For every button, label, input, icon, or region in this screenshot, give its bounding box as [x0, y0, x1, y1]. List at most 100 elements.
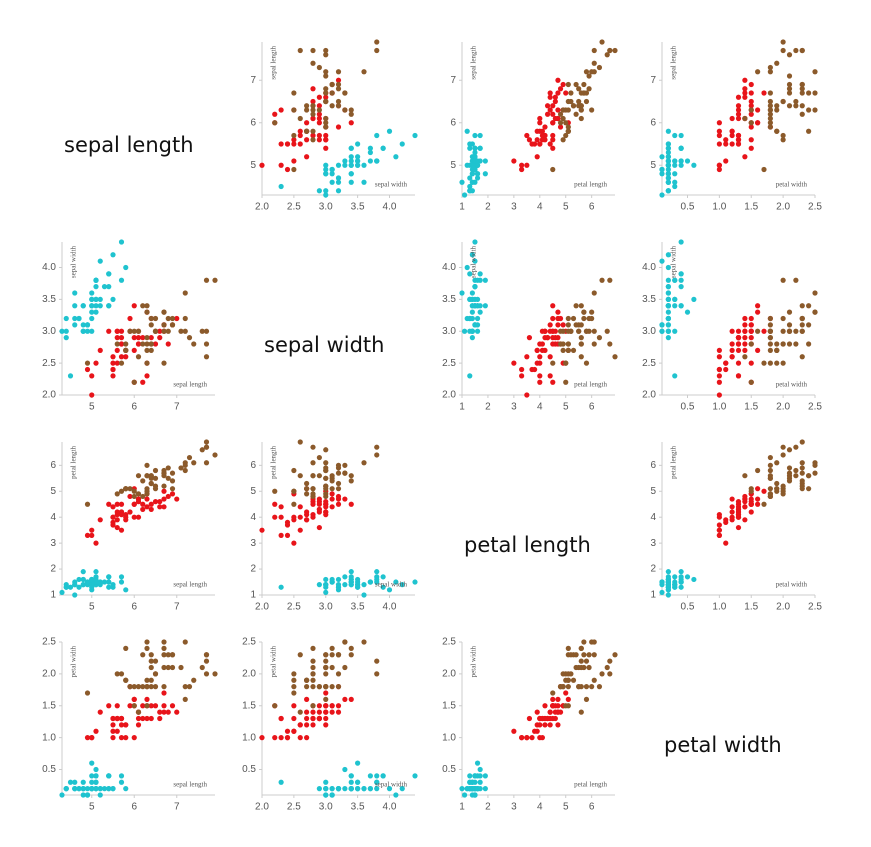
point — [472, 149, 478, 156]
point — [596, 64, 603, 71]
point — [123, 264, 129, 271]
point — [101, 284, 108, 290]
point — [291, 728, 297, 734]
y-axis-label: petal width — [270, 646, 278, 678]
x-tick-label: 6 — [131, 802, 137, 813]
point — [178, 328, 184, 334]
point — [780, 452, 786, 458]
x-tick-label: 2.5 — [287, 202, 301, 213]
point — [477, 766, 483, 773]
point — [568, 90, 574, 96]
point — [291, 703, 297, 709]
point — [735, 335, 742, 341]
point — [323, 73, 329, 79]
x-tick-label: 5 — [563, 402, 569, 413]
point — [89, 760, 95, 766]
point — [140, 715, 146, 722]
point — [469, 779, 475, 785]
point — [110, 360, 116, 366]
point — [316, 524, 322, 531]
point — [348, 473, 354, 479]
point — [80, 779, 86, 785]
point — [161, 322, 167, 328]
point — [323, 120, 329, 126]
point — [127, 315, 133, 322]
point — [110, 735, 116, 741]
point — [742, 115, 748, 122]
x-tick-label: 2.0 — [255, 202, 269, 213]
point — [165, 475, 171, 481]
point — [557, 341, 564, 347]
point — [786, 309, 793, 315]
point — [203, 328, 210, 334]
point — [323, 786, 329, 792]
point — [786, 478, 793, 484]
point — [291, 677, 297, 683]
point — [335, 86, 342, 92]
point — [684, 158, 691, 164]
point — [297, 709, 303, 715]
point — [469, 171, 475, 177]
point — [355, 141, 361, 147]
point — [182, 328, 188, 334]
point — [537, 379, 543, 385]
point — [565, 341, 571, 347]
y-tick-label: 5 — [650, 160, 656, 171]
point — [89, 303, 95, 309]
point — [310, 658, 316, 664]
point — [563, 107, 569, 113]
point — [550, 137, 556, 143]
point — [748, 328, 754, 334]
point — [374, 671, 380, 677]
point — [723, 141, 729, 147]
point — [393, 154, 399, 160]
point — [568, 98, 574, 105]
point — [297, 722, 303, 728]
point — [127, 493, 133, 500]
point — [557, 86, 564, 92]
y-tick-label: 6 — [250, 117, 256, 128]
x-tick-label: 6 — [589, 402, 595, 413]
point — [678, 303, 684, 309]
point — [148, 652, 154, 658]
point — [596, 335, 603, 341]
point — [118, 354, 125, 360]
point — [323, 94, 329, 100]
point — [380, 773, 386, 779]
point — [550, 103, 556, 109]
point — [755, 496, 761, 502]
point — [329, 652, 335, 658]
point — [310, 132, 316, 139]
point — [89, 576, 95, 583]
point — [297, 652, 303, 658]
point — [89, 392, 95, 398]
point — [461, 192, 468, 198]
x-tick-label: 2.5 — [808, 402, 822, 413]
point — [560, 347, 566, 353]
point — [316, 454, 322, 461]
point — [774, 107, 780, 113]
point — [131, 303, 137, 309]
point — [573, 652, 579, 658]
point — [806, 303, 812, 309]
point — [284, 522, 291, 528]
point — [110, 715, 116, 722]
y-tick-label: 2.5 — [442, 358, 456, 369]
point — [552, 709, 558, 715]
point — [348, 652, 354, 658]
point — [329, 579, 335, 585]
point — [203, 444, 210, 450]
point — [310, 473, 316, 479]
point — [539, 132, 545, 139]
point — [799, 322, 805, 328]
point — [742, 335, 748, 341]
point — [550, 360, 556, 366]
point — [348, 111, 354, 117]
point — [361, 592, 367, 598]
point — [607, 277, 613, 283]
point — [537, 128, 543, 134]
point — [310, 512, 316, 518]
point — [291, 90, 297, 96]
point — [335, 486, 342, 492]
point — [329, 90, 335, 96]
